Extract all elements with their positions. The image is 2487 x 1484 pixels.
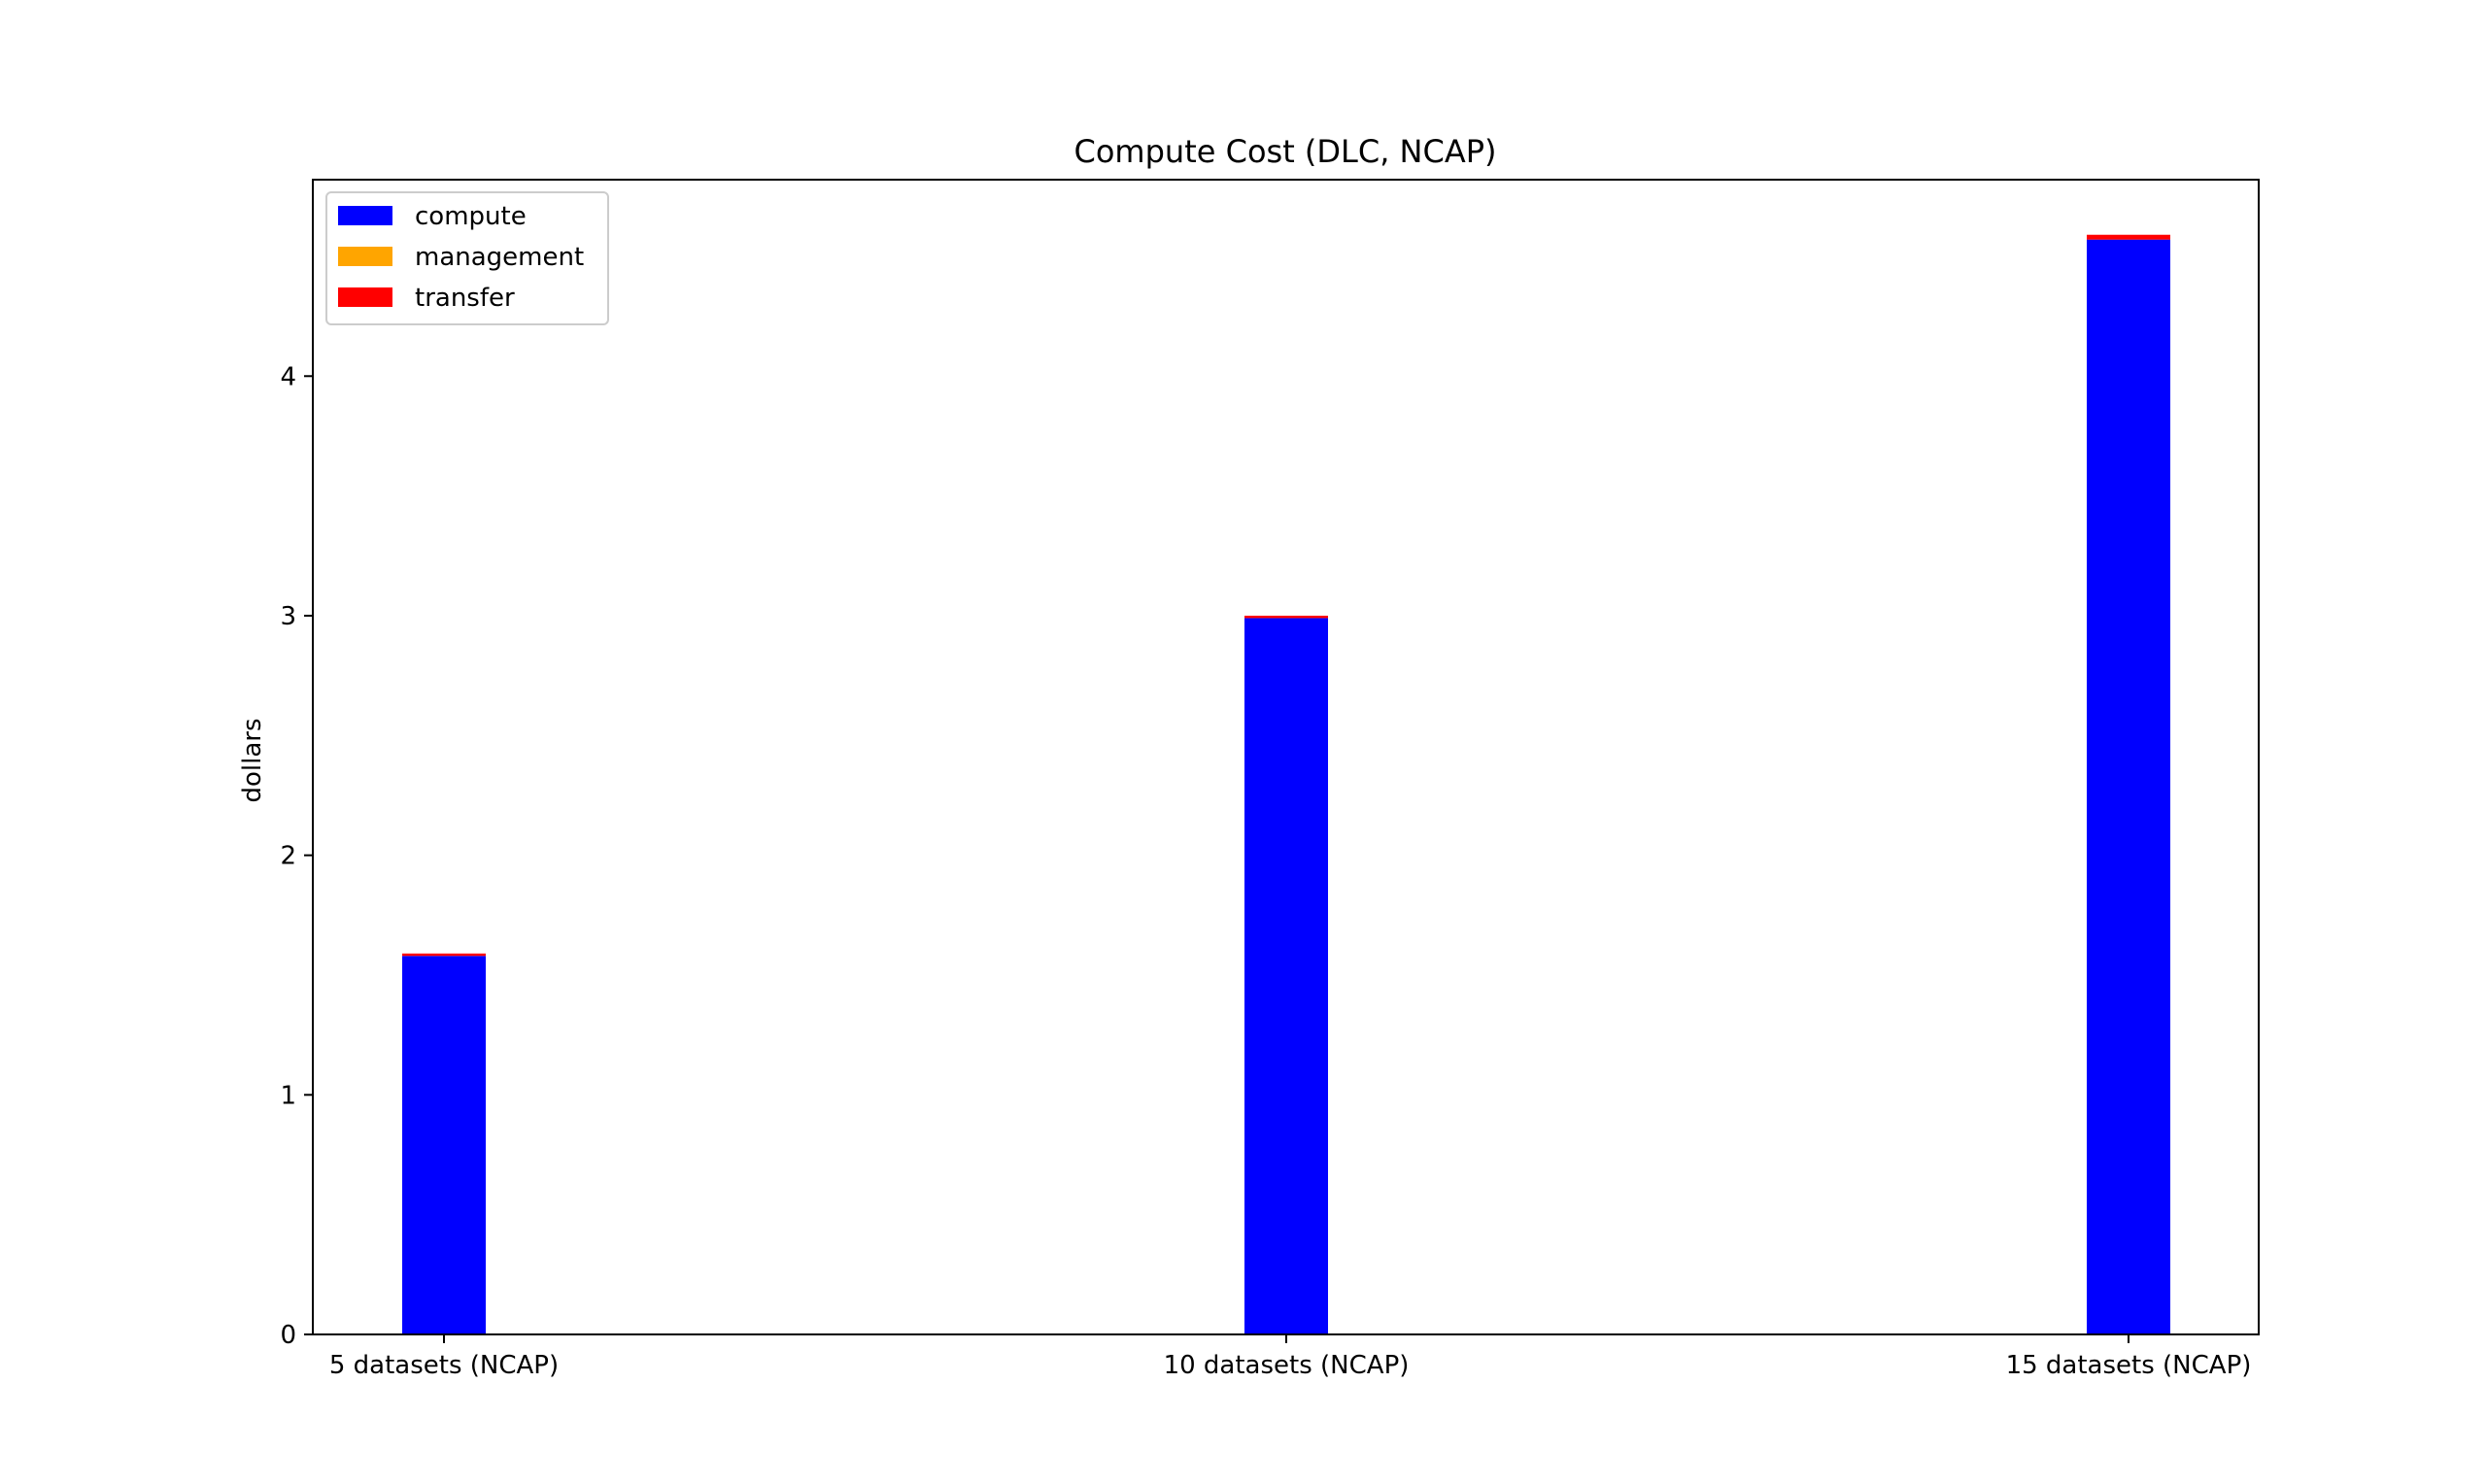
bar-transfer-2 — [2087, 234, 2170, 240]
legend-swatch-compute — [338, 206, 392, 225]
chart-title: Compute Cost (DLC, NCAP) — [1074, 133, 1497, 170]
legend-label-transfer: transfer — [415, 284, 515, 313]
legend: compute management transfer — [325, 191, 609, 325]
legend-box — [325, 191, 609, 325]
x-tick-label: 5 datasets (NCAP) — [329, 1351, 559, 1380]
y-tick-label: 4 — [280, 362, 296, 391]
legend-swatch-transfer — [338, 287, 392, 307]
legend-label-compute: compute — [415, 202, 527, 231]
bar-transfer-1 — [1244, 615, 1328, 619]
bar-compute-1 — [1244, 618, 1328, 1334]
y-tick-label: 0 — [280, 1321, 296, 1350]
legend-swatch-management — [338, 247, 392, 266]
x-tick-label: 10 datasets (NCAP) — [1164, 1351, 1410, 1380]
x-tick-label: 15 datasets (NCAP) — [2006, 1351, 2252, 1380]
bar-compute-2 — [2087, 239, 2170, 1334]
y-tick-label: 3 — [280, 602, 296, 631]
bar-transfer-0 — [402, 953, 486, 957]
y-axis-ticks: 0 1 2 3 4 — [280, 362, 313, 1350]
x-axis-ticks: 5 datasets (NCAP) 10 datasets (NCAP) 15 da… — [329, 1334, 2252, 1380]
y-tick-label: 1 — [280, 1081, 296, 1110]
y-axis-label: dollars — [238, 718, 267, 802]
y-tick-label: 2 — [280, 842, 296, 871]
plot-frame — [312, 179, 2260, 1335]
bar-compute-0 — [402, 956, 486, 1334]
bars-group — [402, 234, 2170, 1334]
legend-label-management: management — [415, 243, 584, 272]
